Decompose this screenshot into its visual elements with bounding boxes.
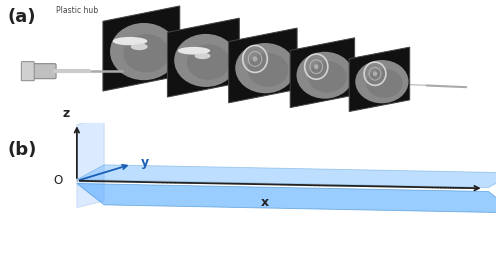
Polygon shape [77,165,496,188]
Ellipse shape [131,43,148,50]
Polygon shape [77,183,496,213]
Ellipse shape [186,44,230,80]
Ellipse shape [355,60,409,103]
Text: O: O [54,174,63,187]
Ellipse shape [308,61,347,93]
Ellipse shape [366,69,403,98]
Text: x: x [261,196,269,208]
Ellipse shape [113,37,147,45]
Ellipse shape [373,71,377,76]
Text: z: z [62,107,69,120]
FancyBboxPatch shape [21,62,34,81]
Polygon shape [349,47,410,112]
Ellipse shape [194,53,210,59]
Ellipse shape [174,34,238,87]
Text: (b): (b) [7,141,37,159]
Text: (a): (a) [7,8,36,26]
Polygon shape [167,18,239,97]
Polygon shape [290,38,355,108]
Polygon shape [77,118,104,208]
Ellipse shape [123,34,169,72]
Text: y: y [140,157,148,169]
Text: Plastic hub: Plastic hub [56,6,98,15]
Ellipse shape [297,52,353,99]
Polygon shape [103,6,180,91]
Ellipse shape [110,23,178,80]
Polygon shape [229,28,297,103]
Ellipse shape [178,47,210,54]
Ellipse shape [314,64,318,69]
Ellipse shape [248,53,288,87]
Ellipse shape [235,43,296,93]
FancyBboxPatch shape [26,64,56,79]
Ellipse shape [252,56,257,62]
